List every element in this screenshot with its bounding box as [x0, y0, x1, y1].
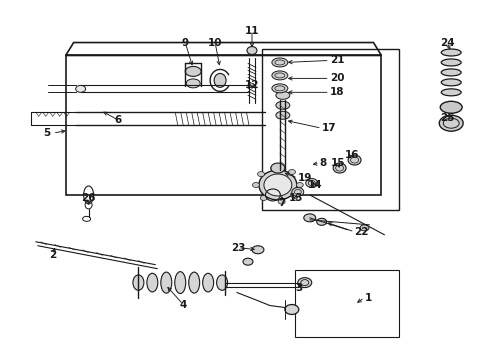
Ellipse shape [440, 89, 460, 96]
Text: 24: 24 [439, 37, 454, 48]
Ellipse shape [297, 278, 311, 288]
Ellipse shape [275, 101, 289, 109]
Ellipse shape [296, 183, 303, 188]
Text: 3: 3 [295, 283, 303, 293]
Ellipse shape [186, 79, 200, 88]
Ellipse shape [243, 258, 252, 265]
Bar [65, 55, 381, 195]
Ellipse shape [275, 111, 289, 119]
Ellipse shape [146, 273, 158, 292]
Ellipse shape [270, 163, 285, 173]
Text: 11: 11 [244, 26, 259, 36]
Ellipse shape [133, 275, 143, 290]
Text: 16: 16 [344, 150, 358, 160]
Ellipse shape [246, 46, 256, 54]
Text: 10: 10 [207, 37, 222, 48]
Ellipse shape [257, 172, 264, 177]
Text: 26: 26 [81, 193, 96, 203]
Ellipse shape [271, 58, 287, 67]
Text: 14: 14 [307, 180, 322, 190]
Text: 1: 1 [364, 293, 371, 302]
Text: 15: 15 [330, 158, 344, 168]
Ellipse shape [440, 69, 460, 76]
Ellipse shape [260, 195, 267, 201]
Ellipse shape [161, 272, 171, 293]
Text: 9: 9 [182, 37, 188, 48]
Ellipse shape [440, 59, 460, 66]
Ellipse shape [288, 170, 295, 175]
Ellipse shape [291, 188, 303, 197]
Ellipse shape [271, 84, 287, 93]
Text: 2: 2 [49, 250, 56, 260]
Text: 4: 4 [179, 300, 186, 310]
Bar [294, 270, 399, 337]
Ellipse shape [275, 91, 289, 99]
Ellipse shape [440, 79, 460, 86]
Text: 12: 12 [244, 80, 259, 90]
Ellipse shape [202, 273, 213, 292]
Text: 8: 8 [319, 158, 326, 168]
Ellipse shape [259, 170, 296, 200]
Text: 22: 22 [354, 227, 368, 237]
Ellipse shape [285, 305, 298, 315]
Ellipse shape [316, 219, 326, 225]
Text: 13: 13 [288, 193, 303, 203]
Ellipse shape [278, 199, 285, 204]
Ellipse shape [440, 49, 460, 56]
Ellipse shape [438, 115, 462, 131]
Text: 23: 23 [230, 243, 245, 253]
Ellipse shape [290, 193, 298, 198]
Ellipse shape [252, 183, 259, 188]
Ellipse shape [188, 272, 199, 293]
Text: 19: 19 [297, 173, 311, 183]
Ellipse shape [251, 246, 264, 254]
Ellipse shape [359, 225, 368, 231]
Ellipse shape [271, 71, 287, 80]
Ellipse shape [332, 163, 346, 173]
Ellipse shape [174, 272, 185, 293]
Ellipse shape [347, 155, 360, 165]
Ellipse shape [216, 275, 227, 290]
Ellipse shape [185, 67, 201, 76]
Ellipse shape [270, 166, 277, 171]
Ellipse shape [214, 73, 225, 87]
Ellipse shape [439, 101, 461, 113]
Text: 21: 21 [329, 55, 344, 66]
Ellipse shape [305, 179, 317, 188]
Text: 6: 6 [115, 115, 122, 125]
Text: 18: 18 [329, 87, 344, 97]
Bar [262, 49, 399, 210]
Ellipse shape [303, 214, 315, 222]
Ellipse shape [264, 174, 291, 196]
Text: 25: 25 [439, 113, 453, 123]
Text: 20: 20 [329, 73, 344, 84]
Text: 5: 5 [43, 128, 50, 138]
Text: 7: 7 [278, 198, 285, 208]
Ellipse shape [76, 85, 85, 92]
Text: 17: 17 [321, 123, 336, 133]
